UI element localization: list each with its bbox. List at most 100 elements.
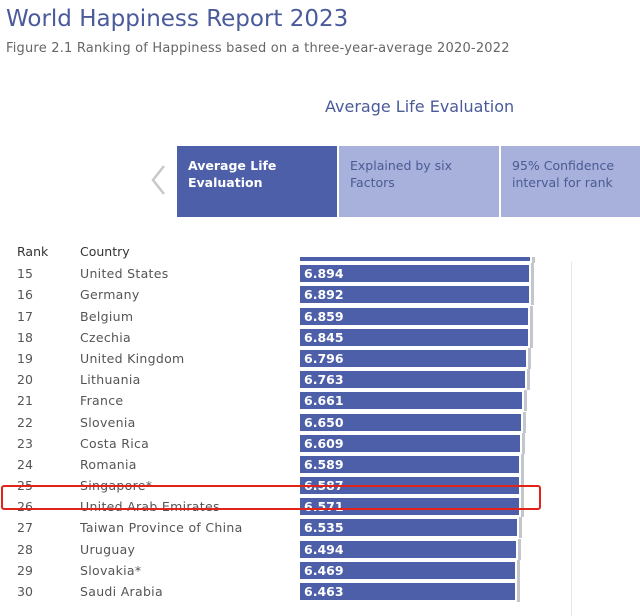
rank-cell: 28 — [17, 541, 33, 557]
country-cell: United Arab Emirates — [80, 499, 220, 515]
rank-cell: 21 — [17, 393, 33, 409]
table-row[interactable]: 20 Lithuania 6.763 — [0, 369, 640, 391]
highlight-box — [1, 485, 541, 510]
section-heading: Average Life Evaluation — [325, 97, 515, 116]
table-row[interactable]: 19 United Kingdom 6.796 — [0, 347, 640, 369]
country-cell: United Kingdom — [80, 350, 185, 366]
confidence-whisker — [517, 581, 520, 602]
previous-arrow-icon[interactable] — [148, 160, 170, 200]
rank-cell: 22 — [17, 414, 33, 430]
score-bar[interactable]: 6.892 — [300, 286, 529, 304]
table-row[interactable]: 29 Slovakia* 6.469 — [0, 559, 640, 581]
score-bar[interactable]: 6.571 — [300, 498, 519, 516]
score-bar[interactable]: 6.763 — [300, 371, 525, 389]
tab-explained-by-six-factors[interactable]: Explained by six Factors — [339, 146, 499, 217]
confidence-whisker — [527, 369, 530, 391]
score-bar[interactable]: 6.650 — [300, 413, 521, 431]
score-bar[interactable]: 6.469 — [300, 561, 515, 579]
confidence-whisker — [518, 538, 521, 560]
table-row[interactable]: 14 Ireland 6.911 — [0, 257, 640, 263]
score-bar[interactable]: 6.845 — [300, 328, 528, 346]
score-label: 6.589 — [304, 456, 344, 472]
score-bar[interactable]: 6.796 — [300, 349, 526, 367]
confidence-whisker — [521, 453, 524, 475]
score-bar[interactable]: 6.609 — [300, 434, 520, 452]
confidence-whisker — [524, 390, 527, 412]
table-row[interactable]: 30 Saudi Arabia 6.463 — [0, 581, 640, 602]
country-cell: Slovakia* — [80, 562, 142, 578]
confidence-whisker — [530, 305, 533, 327]
table-row[interactable]: 26 United Arab Emirates 6.571 — [0, 496, 640, 518]
table-row[interactable]: 16 Germany 6.892 — [0, 284, 640, 306]
column-header-country: Country — [80, 244, 130, 259]
confidence-whisker — [517, 559, 520, 581]
table-row[interactable]: 24 Romania 6.589 — [0, 453, 640, 475]
score-label: 6.463 — [304, 584, 344, 599]
ranking-table[interactable]: 14 Ireland 6.911 15 United States 6.894 16 Germ… — [0, 257, 640, 616]
score-label: 6.571 — [304, 499, 344, 515]
score-label: 6.650 — [304, 414, 344, 430]
score-label: 6.535 — [304, 520, 344, 536]
tab-average-life-evaluation[interactable]: Average Life Evaluation — [177, 146, 337, 217]
rank-cell: 18 — [17, 329, 33, 345]
table-row[interactable]: 28 Uruguay 6.494 — [0, 538, 640, 560]
rank-cell: 29 — [17, 562, 33, 578]
table-row[interactable]: 27 Taiwan Province of China 6.535 — [0, 517, 640, 539]
score-bar[interactable]: 6.494 — [300, 540, 516, 558]
table-row[interactable]: 17 Belgium 6.859 — [0, 305, 640, 327]
table-row[interactable]: 21 France 6.661 — [0, 390, 640, 412]
confidence-whisker — [530, 326, 533, 348]
score-label: 6.763 — [304, 372, 344, 388]
score-bar[interactable]: 6.911 — [300, 257, 530, 261]
score-label: 6.894 — [304, 266, 344, 282]
score-bar[interactable]: 6.535 — [300, 519, 517, 537]
confidence-whisker — [532, 257, 535, 263]
table-row[interactable]: 23 Costa Rica 6.609 — [0, 432, 640, 454]
rank-cell: 30 — [17, 584, 33, 599]
score-bar[interactable]: 6.859 — [300, 307, 528, 325]
country-cell: Romania — [80, 456, 137, 472]
confidence-whisker — [531, 263, 534, 285]
country-cell: Uruguay — [80, 541, 136, 557]
country-cell: Slovenia — [80, 414, 136, 430]
country-cell: United States — [80, 266, 169, 282]
score-bar[interactable]: 6.661 — [300, 392, 522, 410]
column-divider — [571, 262, 572, 616]
tab-confidence-interval[interactable]: 95% Confidence interval for rank — [501, 146, 640, 217]
column-header-rank: Rank — [17, 244, 49, 259]
score-label: 6.469 — [304, 562, 344, 578]
table-row[interactable]: 22 Slovenia 6.650 — [0, 411, 640, 433]
country-cell: Costa Rica — [80, 435, 150, 451]
report-title: World Happiness Report 2023 — [6, 6, 349, 32]
table-row[interactable]: 15 United States 6.894 — [0, 263, 640, 285]
confidence-whisker — [531, 284, 534, 306]
score-bar[interactable]: 6.463 — [300, 583, 515, 600]
confidence-whisker — [528, 347, 531, 369]
country-cell: Germany — [80, 287, 140, 303]
table-row[interactable]: 18 Czechia 6.845 — [0, 326, 640, 348]
rank-cell: 14 — [17, 257, 33, 260]
score-bar[interactable]: 6.589 — [300, 455, 519, 473]
ranking-rows: 14 Ireland 6.911 15 United States 6.894 16 Germ… — [0, 257, 640, 602]
confidence-whisker — [523, 411, 526, 433]
rank-cell: 16 — [17, 287, 33, 303]
figure-subtitle: Figure 2.1 Ranking of Happiness based on… — [6, 41, 510, 56]
rank-cell: 26 — [17, 499, 33, 515]
rank-cell: 15 — [17, 266, 33, 282]
rank-cell: 19 — [17, 350, 33, 366]
country-cell: France — [80, 393, 124, 409]
country-cell: Lithuania — [80, 372, 141, 388]
score-label: 6.859 — [304, 308, 344, 324]
score-bar[interactable]: 6.894 — [300, 265, 529, 283]
rank-cell: 23 — [17, 435, 33, 451]
rank-cell: 27 — [17, 520, 33, 536]
score-label: 6.609 — [304, 435, 344, 451]
country-cell: Taiwan Province of China — [80, 520, 243, 536]
country-cell: Belgium — [80, 308, 134, 324]
confidence-whisker — [521, 496, 524, 518]
confidence-whisker — [519, 517, 522, 539]
country-cell: Saudi Arabia — [80, 584, 163, 599]
rank-cell: 24 — [17, 456, 33, 472]
country-cell: Czechia — [80, 329, 132, 345]
country-cell: Ireland — [80, 257, 125, 260]
